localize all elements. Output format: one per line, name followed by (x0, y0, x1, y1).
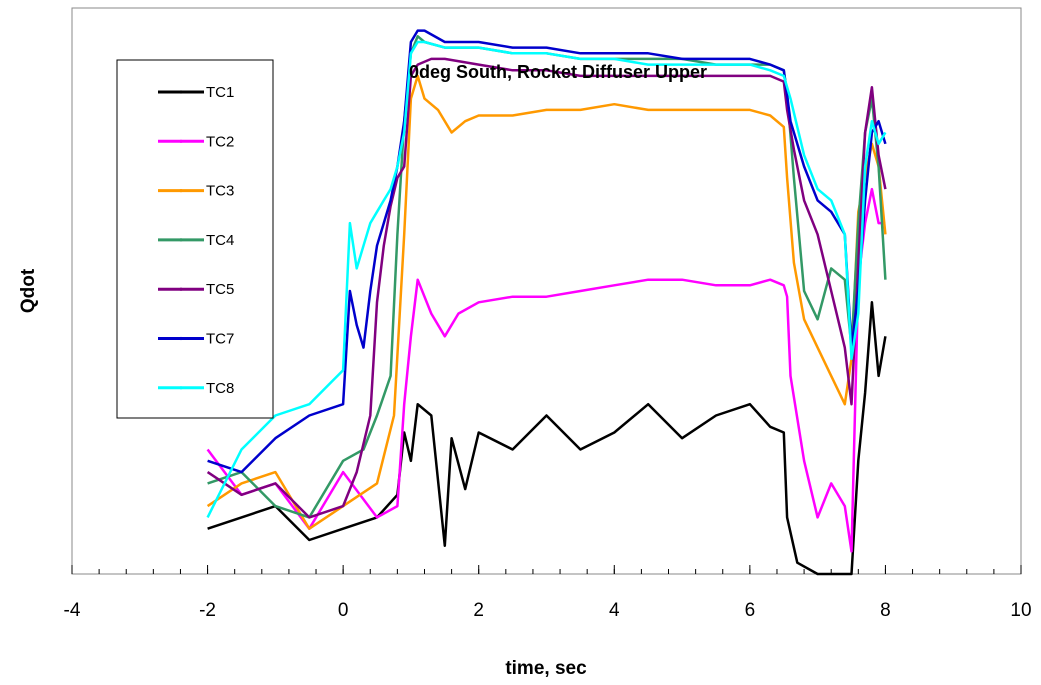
legend-marker-tc1 (179, 90, 183, 94)
legend-marker-tc7 (179, 336, 183, 341)
x-tick-label: 6 (745, 600, 756, 621)
legend-label-tc1: TC1 (206, 84, 234, 101)
legend-label-tc4: TC4 (206, 232, 234, 249)
legend-label-tc2: TC2 (206, 133, 234, 150)
series-line-tc7 (207, 29, 887, 474)
x-tick-label: 0 (338, 600, 349, 621)
x-tick-label: 4 (609, 600, 620, 621)
series-line-tc3 (206, 74, 887, 530)
legend-marker-tc2 (179, 139, 183, 143)
legend-marker-tc4 (179, 238, 183, 242)
legend-label-tc5: TC5 (206, 281, 234, 298)
legend-label-tc8: TC8 (206, 380, 234, 397)
x-axis: -4 -2 0 2 4 6 8 10 (64, 565, 1032, 621)
series-line-tc8 (206, 40, 887, 518)
chart-title: 0deg South, Rocket Diffuser Upper (409, 62, 707, 82)
legend-marker-tc5 (179, 287, 183, 291)
series-line-tc5 (206, 57, 887, 519)
y-axis-title: Qdot (18, 268, 39, 313)
series-line-tc2 (206, 187, 886, 553)
legend-marker-tc8 (179, 386, 183, 390)
plot-area (71, 7, 1022, 575)
series-layer (206, 29, 887, 576)
series-line-tc1 (207, 301, 887, 576)
legend-marker-tc3 (179, 189, 183, 193)
x-axis-title: time, sec (505, 658, 587, 679)
legend: TC1 TC2 TC3 TC4 TC5 TC7 TC8 (116, 59, 274, 419)
x-tick-label: 10 (1010, 600, 1031, 621)
legend-label-tc3: TC3 (206, 183, 234, 200)
x-tick-label: 2 (473, 600, 484, 621)
x-tick-label: -2 (199, 600, 216, 621)
x-tick-label: 8 (880, 600, 891, 621)
x-tick-label: -4 (64, 600, 81, 621)
legend-label-tc7: TC7 (206, 331, 234, 348)
